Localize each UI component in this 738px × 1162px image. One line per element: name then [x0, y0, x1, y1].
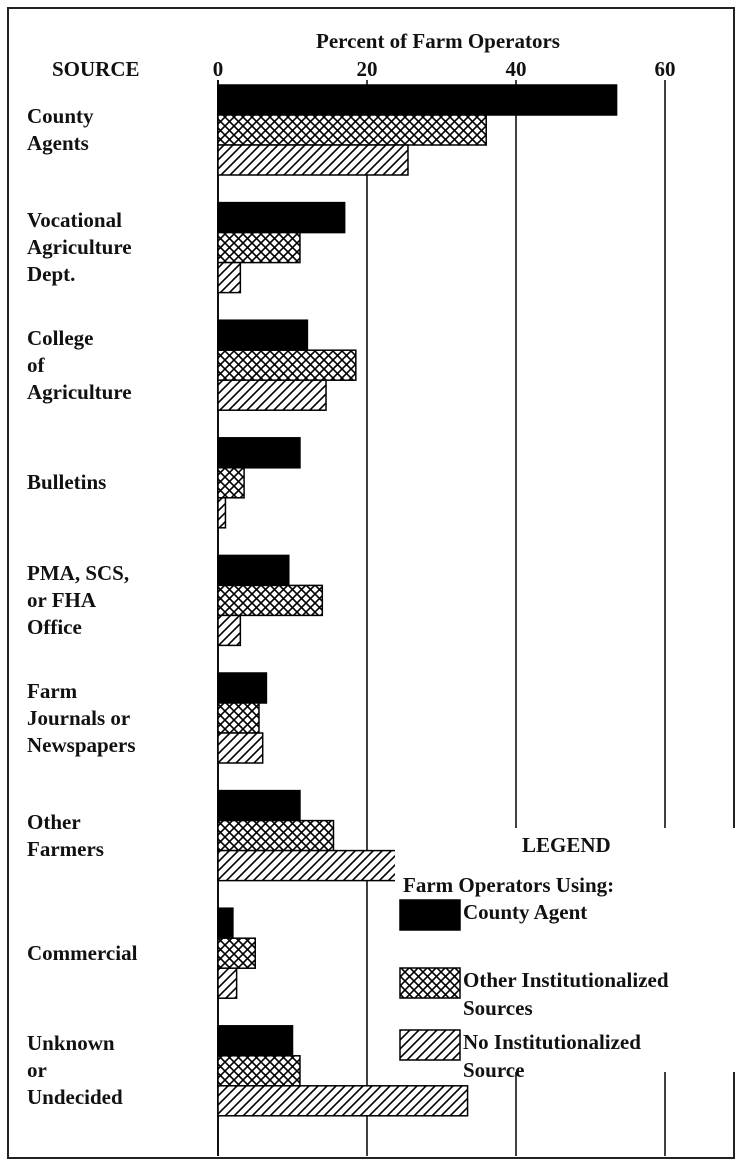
frame — [7, 7, 735, 1159]
bar — [217, 319, 309, 351]
category-label: Farm Journals or Newspapers — [27, 678, 136, 757]
bar — [217, 672, 268, 704]
x-tick-label: 40 — [505, 57, 527, 81]
x-tick-label: 0 — [212, 57, 224, 81]
bar — [217, 732, 264, 764]
legend-swatch — [399, 899, 461, 931]
bar — [217, 497, 227, 529]
bar — [217, 1085, 469, 1117]
category-label: County Agents — [27, 104, 94, 155]
bar — [217, 437, 301, 469]
bar — [217, 261, 242, 294]
legend-label: No Institutionalized Source — [463, 1030, 641, 1082]
category-label: Other Farmers — [27, 809, 104, 861]
legend-swatch — [399, 1029, 461, 1061]
bar — [217, 614, 242, 647]
chart-title: Percent of Farm Operators — [316, 29, 560, 53]
bar — [217, 702, 260, 734]
bar — [217, 144, 409, 176]
legend-title: LEGEND — [522, 833, 611, 857]
legend-label: Other Institutionalized Sources — [463, 968, 669, 1020]
bar — [217, 554, 290, 587]
category-label: Commercial — [27, 940, 138, 965]
category-label: Vocational Agriculture Dept. — [27, 208, 132, 287]
legend-subtitle: Farm Operators Using: — [403, 873, 615, 897]
bar — [217, 819, 335, 852]
bar — [217, 231, 301, 264]
bar — [217, 584, 324, 617]
bar — [217, 349, 357, 381]
category-label: College of Agriculture — [27, 325, 132, 404]
x-tick-label: 20 — [356, 57, 378, 81]
legend-label: County Agent — [463, 900, 588, 924]
bar — [217, 849, 417, 882]
bar — [217, 201, 346, 234]
category-label: Bulletins — [27, 470, 107, 495]
bar — [217, 84, 618, 116]
category-label: PMA, SCS, or FHA Office — [27, 560, 130, 639]
category-label: Unknown or Undecided — [27, 1031, 123, 1110]
bar — [217, 789, 301, 822]
bar — [217, 937, 256, 969]
category-header: SOURCE — [52, 57, 140, 81]
bar — [217, 379, 327, 411]
bar — [217, 907, 234, 939]
x-tick-label: 60 — [654, 57, 676, 81]
bar — [217, 967, 238, 999]
bar — [217, 114, 487, 146]
legend-swatch — [399, 967, 461, 999]
bar — [217, 1055, 301, 1087]
bar — [217, 467, 245, 499]
bar — [217, 1025, 294, 1057]
